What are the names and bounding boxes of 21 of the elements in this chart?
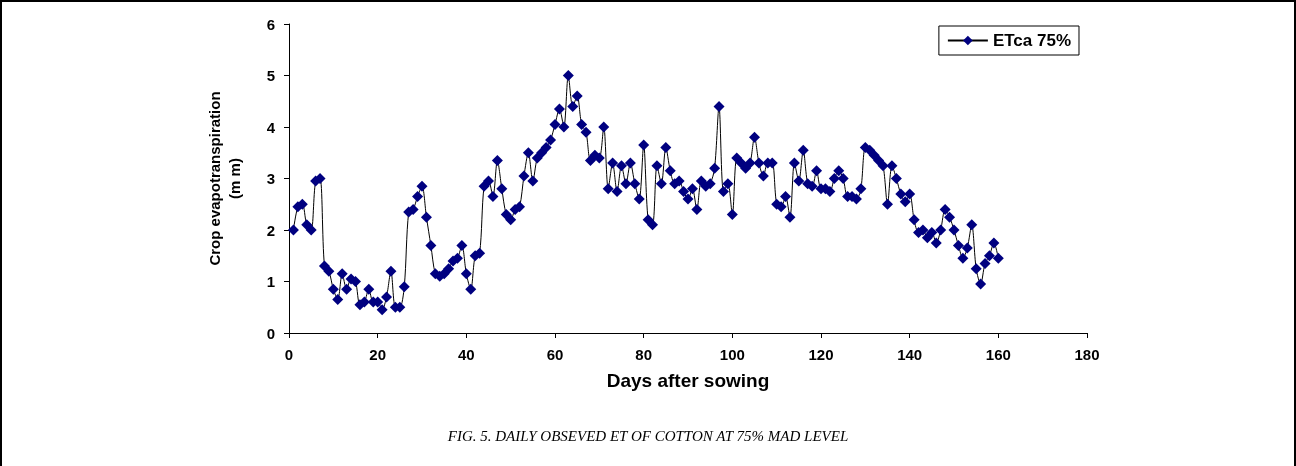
legend-label: ETca 75% [992, 31, 1072, 50]
x-tick-label: 60 [546, 346, 564, 363]
x-tick-label: 20 [369, 346, 387, 363]
y-tick-label: 1 [266, 273, 275, 290]
x-tick-label: 40 [457, 346, 475, 363]
x-tick-label: 0 [284, 346, 294, 363]
x-axis-title: Days after sowing [606, 370, 770, 391]
x-tick-label: 80 [635, 346, 653, 363]
y-axis-title: Crop evapotranspiration (m m) [205, 91, 243, 266]
y-tick-label: 5 [266, 67, 275, 84]
y-tick-label: 2 [266, 221, 275, 239]
x-tick-label: 180 [1074, 346, 1100, 363]
y-tick-label: 0 [266, 324, 275, 342]
y-tick-label: 3 [266, 170, 275, 187]
x-tick-label: 120 [808, 346, 834, 363]
x-tick-label: 160 [985, 346, 1011, 363]
y-tick-label: 4 [266, 118, 276, 136]
caption: FIG. 5. DAILY OBSEVED ET OF COTTON AT 75% MAD LEVEL [446, 428, 850, 445]
x-tick-label: 140 [897, 346, 923, 363]
x-tick-label: 100 [719, 346, 745, 363]
y-tick-label: 6 [266, 15, 275, 33]
